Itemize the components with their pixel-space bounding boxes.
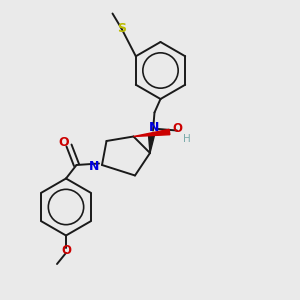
Polygon shape: [148, 135, 154, 153]
Polygon shape: [134, 129, 170, 137]
Text: S: S: [117, 22, 126, 35]
Text: O: O: [172, 122, 182, 136]
Text: O: O: [58, 136, 69, 149]
Text: N: N: [149, 121, 160, 134]
Text: N: N: [89, 160, 100, 173]
Text: H: H: [183, 134, 191, 145]
Text: O: O: [61, 244, 71, 257]
